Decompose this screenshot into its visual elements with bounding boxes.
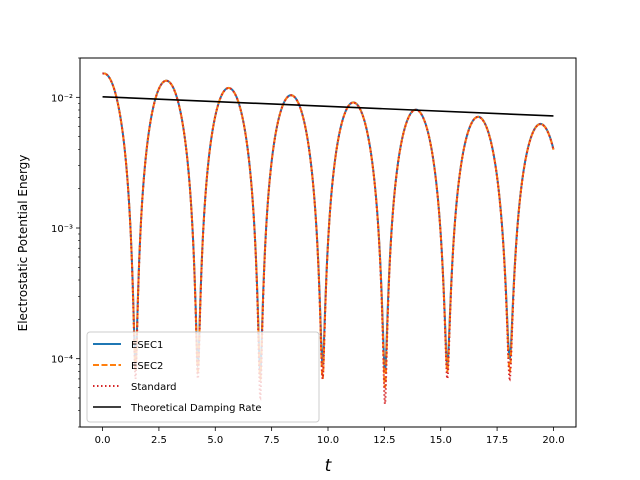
y-tick-label: 10⁻² — [51, 93, 73, 104]
x-tick-label: 0.0 — [95, 435, 111, 446]
x-tick-label: 17.5 — [486, 435, 508, 446]
legend-box — [86, 331, 320, 423]
legend-label: Theoretical Damping Rate — [130, 403, 262, 414]
x-tick-label: 7.5 — [264, 435, 280, 446]
y-tick-label: 10⁻³ — [51, 224, 73, 235]
series-line-theoretical-damping-rate — [102, 95, 554, 117]
x-tick-label: 10.0 — [317, 435, 339, 446]
x-tick-label: 15.0 — [430, 435, 452, 446]
y-axis-label: Electrostatic Potential Energy — [16, 155, 30, 332]
x-axis-label: t — [325, 456, 333, 476]
x-tick-label: 2.5 — [151, 435, 167, 446]
x-axis: 0.0 2.5 5.0 7.5 10.0 12.5 15.0 17.5 20.0 — [95, 427, 565, 446]
legend-label: Standard — [131, 382, 177, 393]
legend-label: ESEC1 — [131, 340, 163, 351]
x-tick-label: 5.0 — [207, 435, 223, 446]
legend: ESEC1 ESEC2 Standard Theoretical Damping Ra… — [86, 331, 320, 423]
series-line-esec1 — [102, 72, 555, 374]
y-tick-label: 10⁻⁴ — [51, 355, 73, 366]
series-line-standard — [102, 72, 555, 405]
x-tick-label: 20.0 — [542, 435, 564, 446]
y-axis: 10⁻⁴ 10⁻³ 10⁻² — [51, 57, 80, 428]
x-tick-label: 12.5 — [373, 435, 395, 446]
legend-label: ESEC2 — [131, 361, 163, 372]
